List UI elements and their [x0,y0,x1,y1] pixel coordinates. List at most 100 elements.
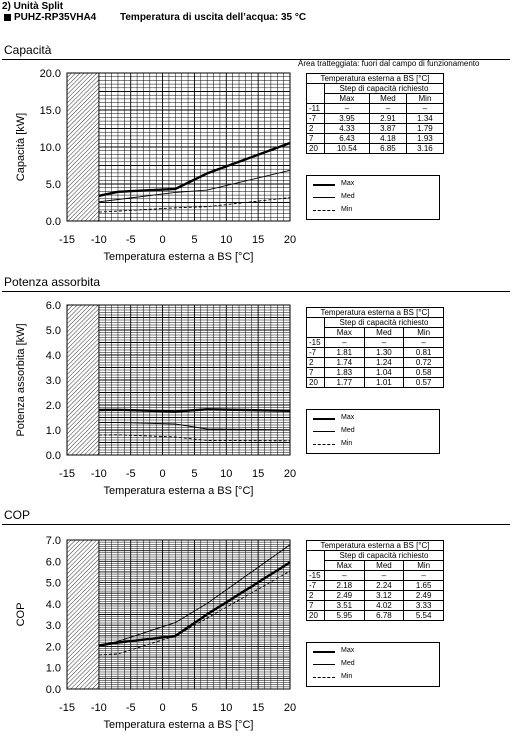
table-row: 2 1.74 1.24 0.72 [306,357,444,368]
legend-label-max: Max [341,647,355,654]
legend-swatch-min [313,444,335,445]
series-line-max [98,408,291,413]
table-cell-value: 4.02 [363,600,405,611]
x-tick-label: 5 [191,468,197,480]
table-row: -15– – – [306,337,444,348]
table-cell-value: 6.43 [324,133,370,144]
table-row: -7 1.81 1.30 0.81 [306,347,444,358]
legend-label-min: Min [341,673,353,680]
table-cell-value: – [324,337,365,348]
table-row: 7 3.51 4.02 3.33 [306,600,444,611]
table-cell-value: 3.12 [363,590,405,601]
legend-label-max: Max [341,180,355,187]
legend-label-min: Min [341,206,353,213]
x-tick-label: -5 [126,234,136,246]
x-tick-label: 15 [252,234,264,246]
table-row: -7 3.95 2.91 1.34 [306,113,445,124]
table-cell-value: 2.49 [324,590,365,601]
table-cell-value: 0.72 [403,357,444,368]
col-min: Min [403,327,444,338]
series-line-min [98,197,291,213]
y-tick-label: 1.0 [46,425,61,437]
table-cell-value: 2.91 [368,113,407,124]
table-cell-temp: -15 [306,570,325,581]
legend-swatch-min [313,677,335,678]
data-table-cop: Temperatura esterna a BS [°C] Step di ca… [306,540,444,621]
table-cell-temp: 20 [306,143,325,154]
table-cell-value: 0.58 [403,367,444,378]
series-line-max [98,561,291,647]
col-med: Med [363,560,405,571]
table-header-step: Step di capacità richiesto [324,83,444,94]
table-cell-value: 5.54 [403,610,444,621]
chart-title-power: Potenza assorbita [4,275,101,289]
x-tick-label: 20 [284,702,296,714]
legend-label-med: Med [341,427,355,434]
table-cell-value: 4.33 [324,123,370,134]
x-axis-label: Temperatura esterna a BS [°C] [104,251,254,263]
series-line-max [98,141,291,197]
x-tick-label: 0 [160,702,166,714]
table-row: 2 4.33 3.87 1.79 [306,123,445,134]
table-row: 2 2.49 3.12 2.49 [306,590,444,601]
y-tick-label: 5.0 [46,179,61,191]
y-tick-label: 3.0 [46,620,61,632]
legend-swatch-min [313,210,335,211]
legend-label-min: Min [341,440,353,447]
table-cell-temp: 2 [306,357,325,368]
table-cell-value: – [403,337,444,348]
table-row: 7 6.43 4.18 1.93 [306,133,445,144]
y-tick-label: 4.0 [46,350,61,362]
table-cell-value: 4.18 [368,133,407,144]
table-cell-value: 3.95 [324,113,370,124]
section-divider [2,59,510,60]
y-tick-label: 5.0 [46,325,61,337]
legend-swatch-med [313,431,335,432]
table-cell-value: 1.01 [363,377,405,388]
table-cell-value: 2.18 [324,580,365,591]
table-header-step: Step di capacità richiesto [324,317,444,328]
table-cell-value: 1.65 [403,580,444,591]
series-line-med [98,422,291,431]
x-tick-label: -5 [126,702,136,714]
hatched-area [66,539,100,690]
section-divider [2,524,510,525]
legend-label-med: Med [341,660,355,667]
series-line-min [98,570,291,656]
x-tick-label: -5 [126,468,136,480]
table-cell-temp: -15 [306,337,325,348]
data-table-power: Temperatura esterna a BS [°C] Step di ca… [306,307,444,388]
table-cell-value: 6.85 [368,143,407,154]
y-tick-label: 0.0 [46,216,61,228]
y-tick-label: 0.0 [46,450,61,462]
y-tick-label: 10.0 [40,142,61,154]
table-cell-value: – [363,337,405,348]
data-table-capacity: Temperatura esterna a BS [°C] Step di ca… [306,73,445,154]
plot-frame [66,539,291,690]
x-tick-label: -10 [91,234,107,246]
x-axis-label: Temperatura esterna a BS [°C] [104,485,254,497]
table-cell-value: – [363,570,405,581]
table-cell-temp: 20 [306,377,325,388]
table-header-outdoor: Temperatura esterna a BS [°C] [306,540,444,551]
y-axis-label: COP [15,603,27,627]
table-row: 7 1.83 1.04 0.58 [306,367,444,378]
table-cell-value: 6.78 [363,610,405,621]
table-header-step: Step di capacità richiesto [324,550,444,561]
table-row: 20 1.77 1.01 0.57 [306,377,444,388]
y-tick-label: 7.0 [46,535,61,547]
section-divider [2,291,510,292]
table-cell-value: 1.81 [324,347,365,358]
table-cell-temp: -7 [306,347,325,358]
table-row: 20 5.95 6.78 5.54 [306,610,444,621]
chart-2: -15 -10 -5 0 5 10 15 20 0.0 1.0 2.0 3.0 4.0 5.0 6.0 7.0… [15,535,296,731]
section-heading: 2) Unità Split [2,1,64,12]
legend-power: Max Med Min [306,409,440,454]
y-tick-label: 6.0 [46,300,61,312]
x-tick-label: -10 [91,702,107,714]
table-cell-temp: -11 [306,103,325,114]
table-cell-value: 2.24 [363,580,405,591]
col-min: Min [403,560,444,571]
table-cell-value: 2.49 [403,590,444,601]
